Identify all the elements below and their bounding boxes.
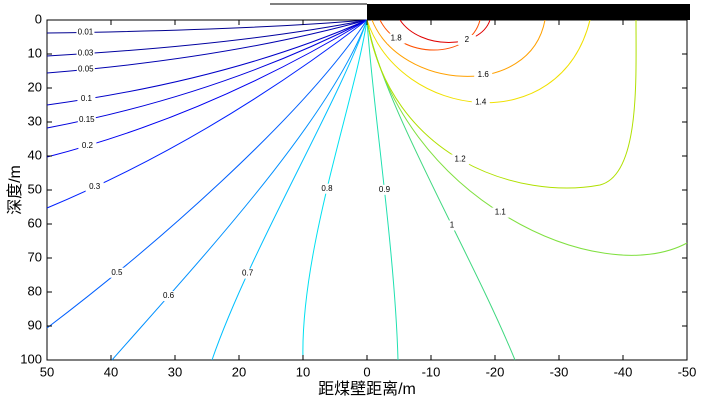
x-tick-label: -20 [486, 364, 505, 379]
contour-label-bg [442, 220, 461, 231]
contour-label-bg [317, 183, 336, 194]
contour-label: 0.05 [78, 65, 94, 74]
y-tick-label: 90 [28, 317, 42, 332]
contour-line [366, 19, 637, 189]
contour-label-bg [474, 70, 493, 81]
x-tick-label: 20 [232, 364, 246, 379]
contour-label: 1.8 [391, 34, 403, 43]
x-tick-label: 0 [363, 364, 370, 379]
x-tick-label: -10 [422, 364, 441, 379]
contour-label-bg [76, 48, 95, 59]
contour-line [46, 19, 368, 34]
plot-area [46, 19, 688, 361]
y-tick-label: 60 [28, 215, 42, 230]
contour-label-bg [77, 114, 96, 125]
contour-label: 0.15 [79, 115, 95, 124]
contour-label-bg [387, 33, 406, 44]
contour-label-bg [78, 140, 97, 151]
contour-label-bg [238, 268, 257, 279]
contour-label-bg [85, 181, 104, 192]
y-tick-label: 20 [28, 79, 42, 94]
x-tick-label: 30 [168, 364, 182, 379]
contour-label-bg [76, 27, 95, 38]
x-tick-label: -30 [550, 364, 569, 379]
contour-label: 1.1 [495, 208, 507, 217]
contour-line [111, 19, 368, 361]
y-tick-label: 70 [28, 249, 42, 264]
contour-line [371, 19, 546, 77]
contour-label-bg [76, 64, 95, 75]
y-tick-label: 100 [20, 351, 42, 366]
contour-label: 0.03 [78, 49, 94, 58]
y-tick-label: 80 [28, 283, 42, 298]
contour-label-bg [77, 94, 96, 105]
contour-line [302, 19, 368, 361]
contour-line [399, 19, 491, 43]
y-tick-label: 40 [28, 147, 42, 162]
y-tick-label: 50 [28, 181, 42, 196]
contour-label-bg [451, 154, 470, 165]
contour-label-bg [159, 291, 178, 302]
x-tick-label: 50 [40, 364, 54, 379]
y-tick-label: 30 [28, 113, 42, 128]
contour-line [46, 19, 368, 57]
contour-label: 0.5 [111, 268, 123, 277]
contour-label-bg [107, 267, 126, 278]
x-tick-label: 40 [104, 364, 118, 379]
y-axis-label: 深度/m [6, 165, 24, 215]
contour-label: 0.7 [242, 269, 254, 278]
contour-label: 2 [465, 35, 470, 44]
x-tick-label: 10 [296, 364, 310, 379]
contour-label-bg [457, 34, 476, 45]
contour-label: 0.8 [321, 184, 333, 193]
contour-label: 0.01 [78, 27, 94, 36]
y-tick-label: 10 [28, 45, 42, 60]
contour-label: 1.4 [475, 98, 487, 107]
contour-line [366, 19, 399, 361]
contour-label: 0.6 [163, 291, 175, 300]
contour-label: 0.3 [89, 182, 101, 191]
contour-line [379, 19, 481, 51]
contour-label-bg [375, 184, 394, 195]
x-tick-label: -40 [614, 364, 633, 379]
contour-label-bg [491, 207, 510, 218]
contour-label: 1.6 [478, 70, 490, 79]
y-tick-label: 0 [35, 11, 42, 26]
contour-label: 0.9 [379, 185, 391, 194]
x-tick-label: -50 [678, 364, 697, 379]
shield [367, 4, 690, 20]
contour-label: 0.1 [81, 94, 93, 103]
contour-label: 1.2 [455, 155, 467, 164]
contour-label: 1 [450, 221, 455, 230]
contour-label: 0.2 [82, 141, 94, 150]
contour-label-bg [471, 97, 490, 108]
x-axis-label: 距煤壁距离/m [318, 379, 416, 398]
contour-line [211, 19, 368, 361]
contour-line [46, 19, 368, 329]
